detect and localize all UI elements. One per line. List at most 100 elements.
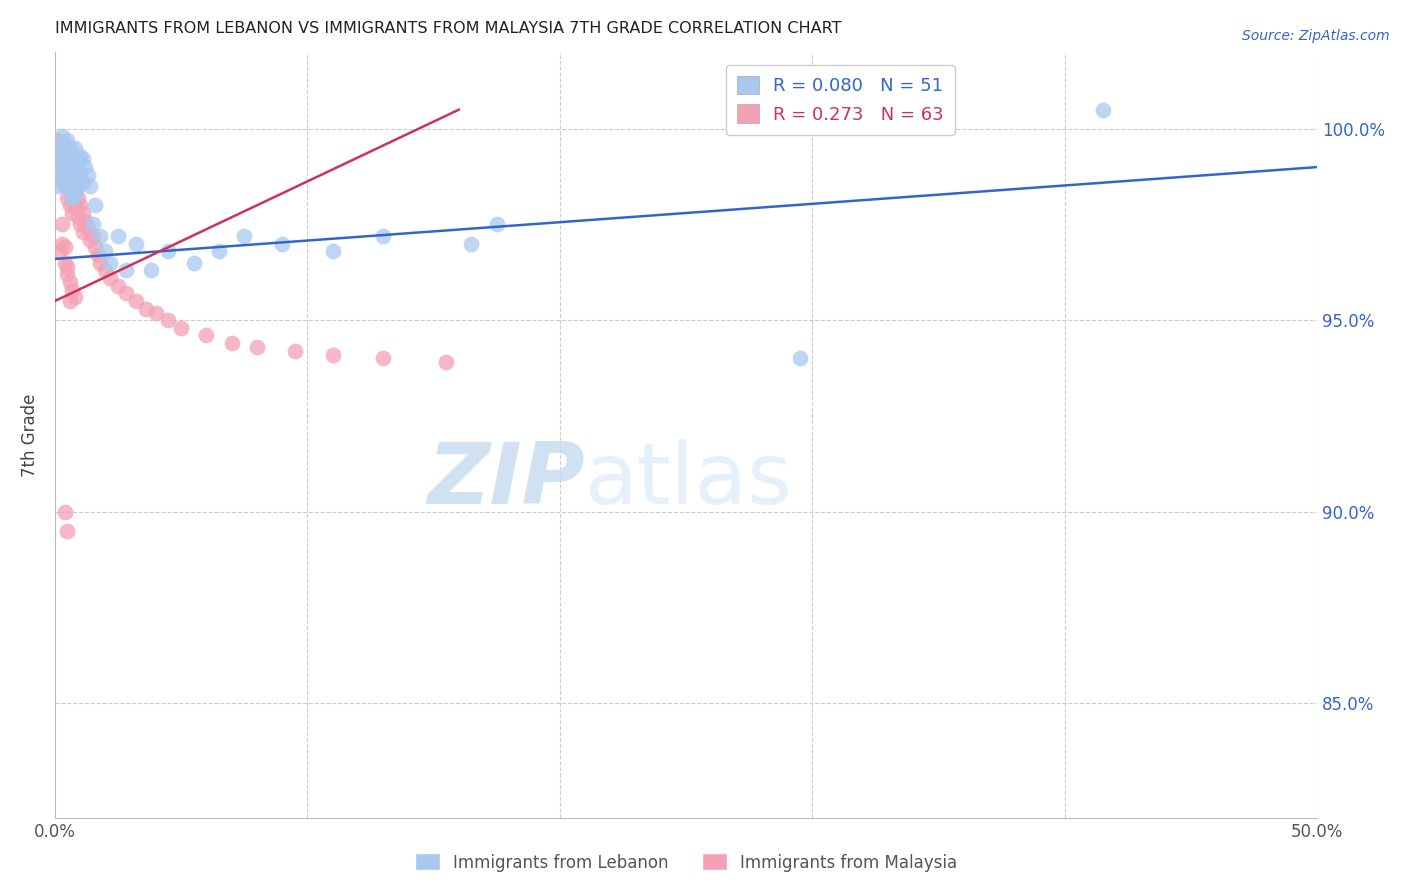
Point <box>72 153 94 167</box>
Point <box>284 343 307 358</box>
Point <box>246 340 269 354</box>
Point <box>75 213 97 227</box>
Text: ZIP: ZIP <box>427 440 585 523</box>
Point <box>51 218 73 232</box>
Point <box>1091 103 1114 117</box>
Point <box>135 301 157 316</box>
Point <box>79 179 101 194</box>
Point <box>233 229 256 244</box>
Point <box>63 290 86 304</box>
Point <box>46 133 69 147</box>
Point <box>94 244 117 259</box>
Point <box>62 175 84 189</box>
Point <box>63 186 86 201</box>
Point <box>271 236 294 251</box>
Point <box>56 524 79 538</box>
Point <box>183 256 205 270</box>
Point <box>322 244 344 259</box>
Point <box>434 355 457 369</box>
Point <box>485 218 508 232</box>
Point <box>69 218 91 232</box>
Point <box>59 183 82 197</box>
Point <box>53 240 76 254</box>
Point <box>72 225 94 239</box>
Point <box>56 191 79 205</box>
Point <box>69 148 91 162</box>
Point <box>371 351 394 366</box>
Point <box>789 351 811 366</box>
Point <box>62 283 84 297</box>
Point <box>170 321 193 335</box>
Point <box>59 293 82 308</box>
Point <box>59 275 82 289</box>
Point <box>114 286 136 301</box>
Point <box>79 233 101 247</box>
Point <box>49 141 72 155</box>
Point <box>51 160 73 174</box>
Point <box>51 236 73 251</box>
Point <box>56 153 79 167</box>
Point <box>98 256 121 270</box>
Point <box>66 156 89 170</box>
Point <box>69 168 91 182</box>
Point <box>84 198 107 212</box>
Point <box>371 229 394 244</box>
Point <box>56 133 79 147</box>
Point <box>56 260 79 274</box>
Point <box>82 218 104 232</box>
Point <box>53 137 76 152</box>
Point <box>72 206 94 220</box>
Point <box>51 145 73 159</box>
Point <box>46 160 69 174</box>
Point <box>107 229 129 244</box>
Point <box>114 263 136 277</box>
Point <box>56 267 79 281</box>
Text: IMMIGRANTS FROM LEBANON VS IMMIGRANTS FROM MALAYSIA 7TH GRADE CORRELATION CHART: IMMIGRANTS FROM LEBANON VS IMMIGRANTS FR… <box>55 21 841 36</box>
Point <box>46 148 69 162</box>
Point <box>53 156 76 170</box>
Point <box>62 168 84 182</box>
Point <box>53 153 76 167</box>
Point <box>98 271 121 285</box>
Y-axis label: 7th Grade: 7th Grade <box>21 393 39 476</box>
Point <box>62 206 84 220</box>
Point <box>53 171 76 186</box>
Point <box>66 210 89 224</box>
Point <box>49 153 72 167</box>
Point <box>124 236 146 251</box>
Point <box>59 168 82 182</box>
Point <box>76 168 98 182</box>
Point <box>53 504 76 518</box>
Point <box>66 191 89 205</box>
Point <box>157 244 180 259</box>
Point <box>107 278 129 293</box>
Point <box>124 293 146 308</box>
Point <box>221 336 243 351</box>
Point <box>56 171 79 186</box>
Point <box>145 305 167 319</box>
Point <box>56 175 79 189</box>
Point <box>63 164 86 178</box>
Point <box>460 236 482 251</box>
Point <box>195 328 218 343</box>
Point <box>53 256 76 270</box>
Point <box>59 160 82 174</box>
Point <box>62 191 84 205</box>
Point <box>76 221 98 235</box>
Point <box>89 256 111 270</box>
Point <box>63 198 86 212</box>
Point <box>59 183 82 197</box>
Point <box>208 244 231 259</box>
Point <box>51 175 73 189</box>
Point <box>63 141 86 155</box>
Point <box>51 148 73 162</box>
Point <box>51 129 73 144</box>
Point <box>82 229 104 244</box>
Point <box>49 168 72 182</box>
Point <box>322 348 344 362</box>
Point <box>62 148 84 162</box>
Point <box>66 179 89 194</box>
Point <box>139 263 162 277</box>
Point <box>69 198 91 212</box>
Point <box>49 244 72 259</box>
